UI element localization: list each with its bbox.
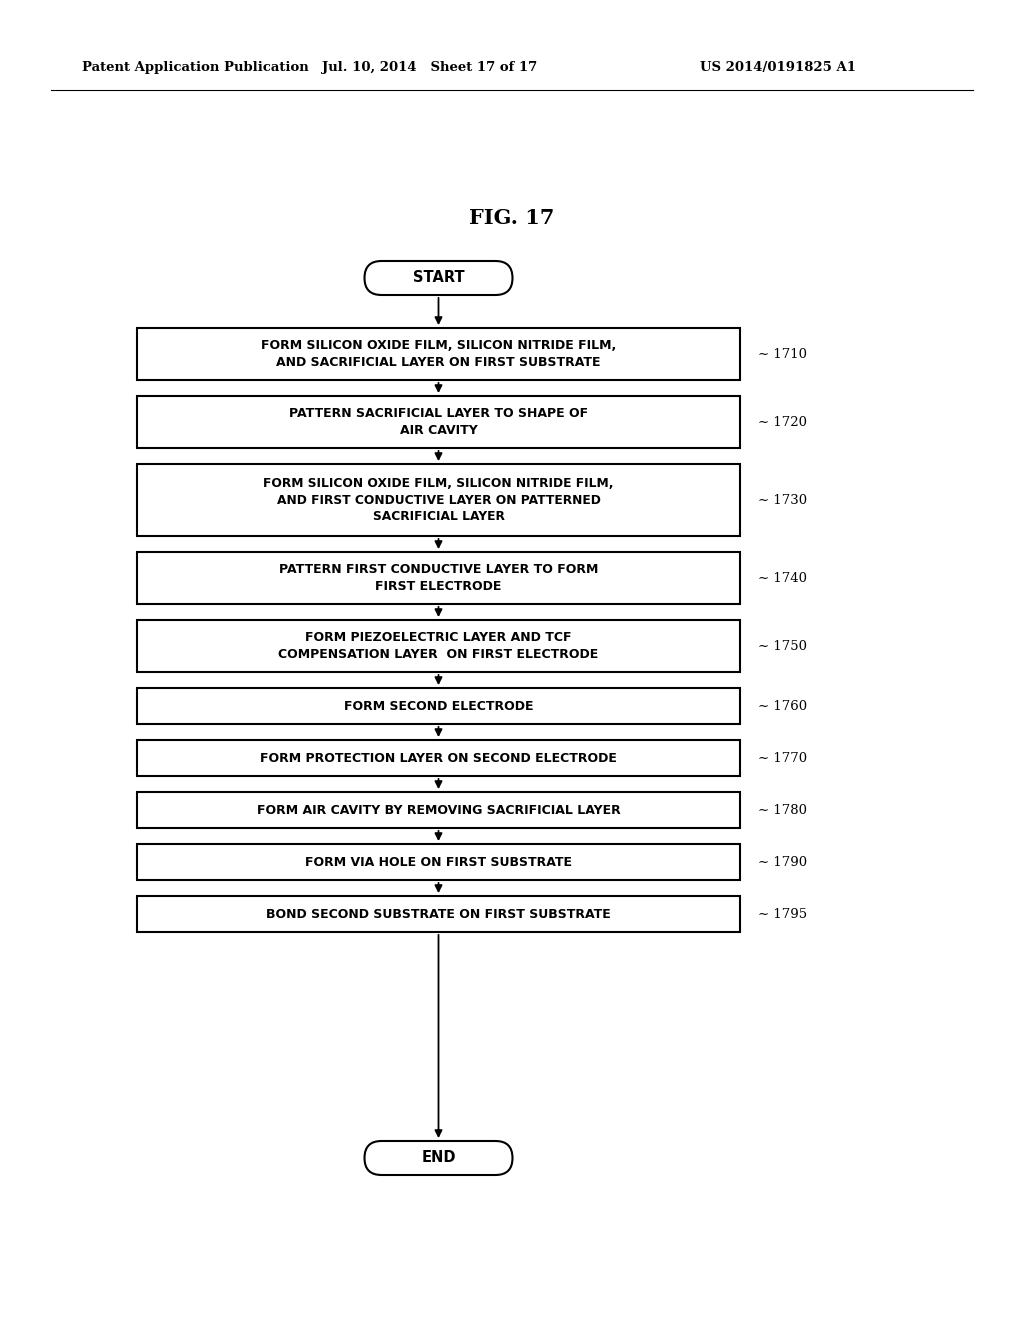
Text: ∼ 1760: ∼ 1760 xyxy=(758,700,807,713)
FancyBboxPatch shape xyxy=(365,261,512,294)
Text: FORM PROTECTION LAYER ON SECOND ELECTRODE: FORM PROTECTION LAYER ON SECOND ELECTROD… xyxy=(260,751,616,764)
FancyBboxPatch shape xyxy=(137,792,740,828)
Text: FIG. 17: FIG. 17 xyxy=(469,209,555,228)
Text: FORM AIR CAVITY BY REMOVING SACRIFICIAL LAYER: FORM AIR CAVITY BY REMOVING SACRIFICIAL … xyxy=(257,804,621,817)
FancyBboxPatch shape xyxy=(137,327,740,380)
Text: US 2014/0191825 A1: US 2014/0191825 A1 xyxy=(700,62,856,74)
FancyBboxPatch shape xyxy=(137,843,740,880)
FancyBboxPatch shape xyxy=(137,741,740,776)
Text: BOND SECOND SUBSTRATE ON FIRST SUBSTRATE: BOND SECOND SUBSTRATE ON FIRST SUBSTRATE xyxy=(266,908,611,920)
Text: ∼ 1795: ∼ 1795 xyxy=(758,908,807,920)
FancyBboxPatch shape xyxy=(365,1140,512,1175)
Text: FORM VIA HOLE ON FIRST SUBSTRATE: FORM VIA HOLE ON FIRST SUBSTRATE xyxy=(305,855,572,869)
Text: ∼ 1770: ∼ 1770 xyxy=(758,751,807,764)
Text: ∼ 1730: ∼ 1730 xyxy=(758,494,807,507)
FancyBboxPatch shape xyxy=(137,620,740,672)
Text: ∼ 1740: ∼ 1740 xyxy=(758,572,807,585)
Text: FORM SILICON OXIDE FILM, SILICON NITRIDE FILM,
AND SACRIFICIAL LAYER ON FIRST SU: FORM SILICON OXIDE FILM, SILICON NITRIDE… xyxy=(261,339,616,368)
Text: ∼ 1790: ∼ 1790 xyxy=(758,855,807,869)
Text: PATTERN FIRST CONDUCTIVE LAYER TO FORM
FIRST ELECTRODE: PATTERN FIRST CONDUCTIVE LAYER TO FORM F… xyxy=(279,564,598,593)
Text: FORM SECOND ELECTRODE: FORM SECOND ELECTRODE xyxy=(344,700,534,713)
Text: Jul. 10, 2014   Sheet 17 of 17: Jul. 10, 2014 Sheet 17 of 17 xyxy=(323,62,538,74)
Text: END: END xyxy=(421,1151,456,1166)
FancyBboxPatch shape xyxy=(137,896,740,932)
FancyBboxPatch shape xyxy=(137,465,740,536)
Text: PATTERN SACRIFICIAL LAYER TO SHAPE OF
AIR CAVITY: PATTERN SACRIFICIAL LAYER TO SHAPE OF AI… xyxy=(289,408,588,437)
Text: FORM SILICON OXIDE FILM, SILICON NITRIDE FILM,
AND FIRST CONDUCTIVE LAYER ON PAT: FORM SILICON OXIDE FILM, SILICON NITRIDE… xyxy=(263,477,613,523)
FancyBboxPatch shape xyxy=(137,396,740,447)
Text: ∼ 1720: ∼ 1720 xyxy=(758,416,807,429)
Text: Patent Application Publication: Patent Application Publication xyxy=(82,62,309,74)
Text: START: START xyxy=(413,271,464,285)
Text: ∼ 1780: ∼ 1780 xyxy=(758,804,807,817)
FancyBboxPatch shape xyxy=(137,552,740,605)
FancyBboxPatch shape xyxy=(137,688,740,723)
Text: FORM PIEZOELECTRIC LAYER AND TCF
COMPENSATION LAYER  ON FIRST ELECTRODE: FORM PIEZOELECTRIC LAYER AND TCF COMPENS… xyxy=(279,631,599,661)
Text: ∼ 1710: ∼ 1710 xyxy=(758,347,807,360)
Text: ∼ 1750: ∼ 1750 xyxy=(758,639,807,652)
